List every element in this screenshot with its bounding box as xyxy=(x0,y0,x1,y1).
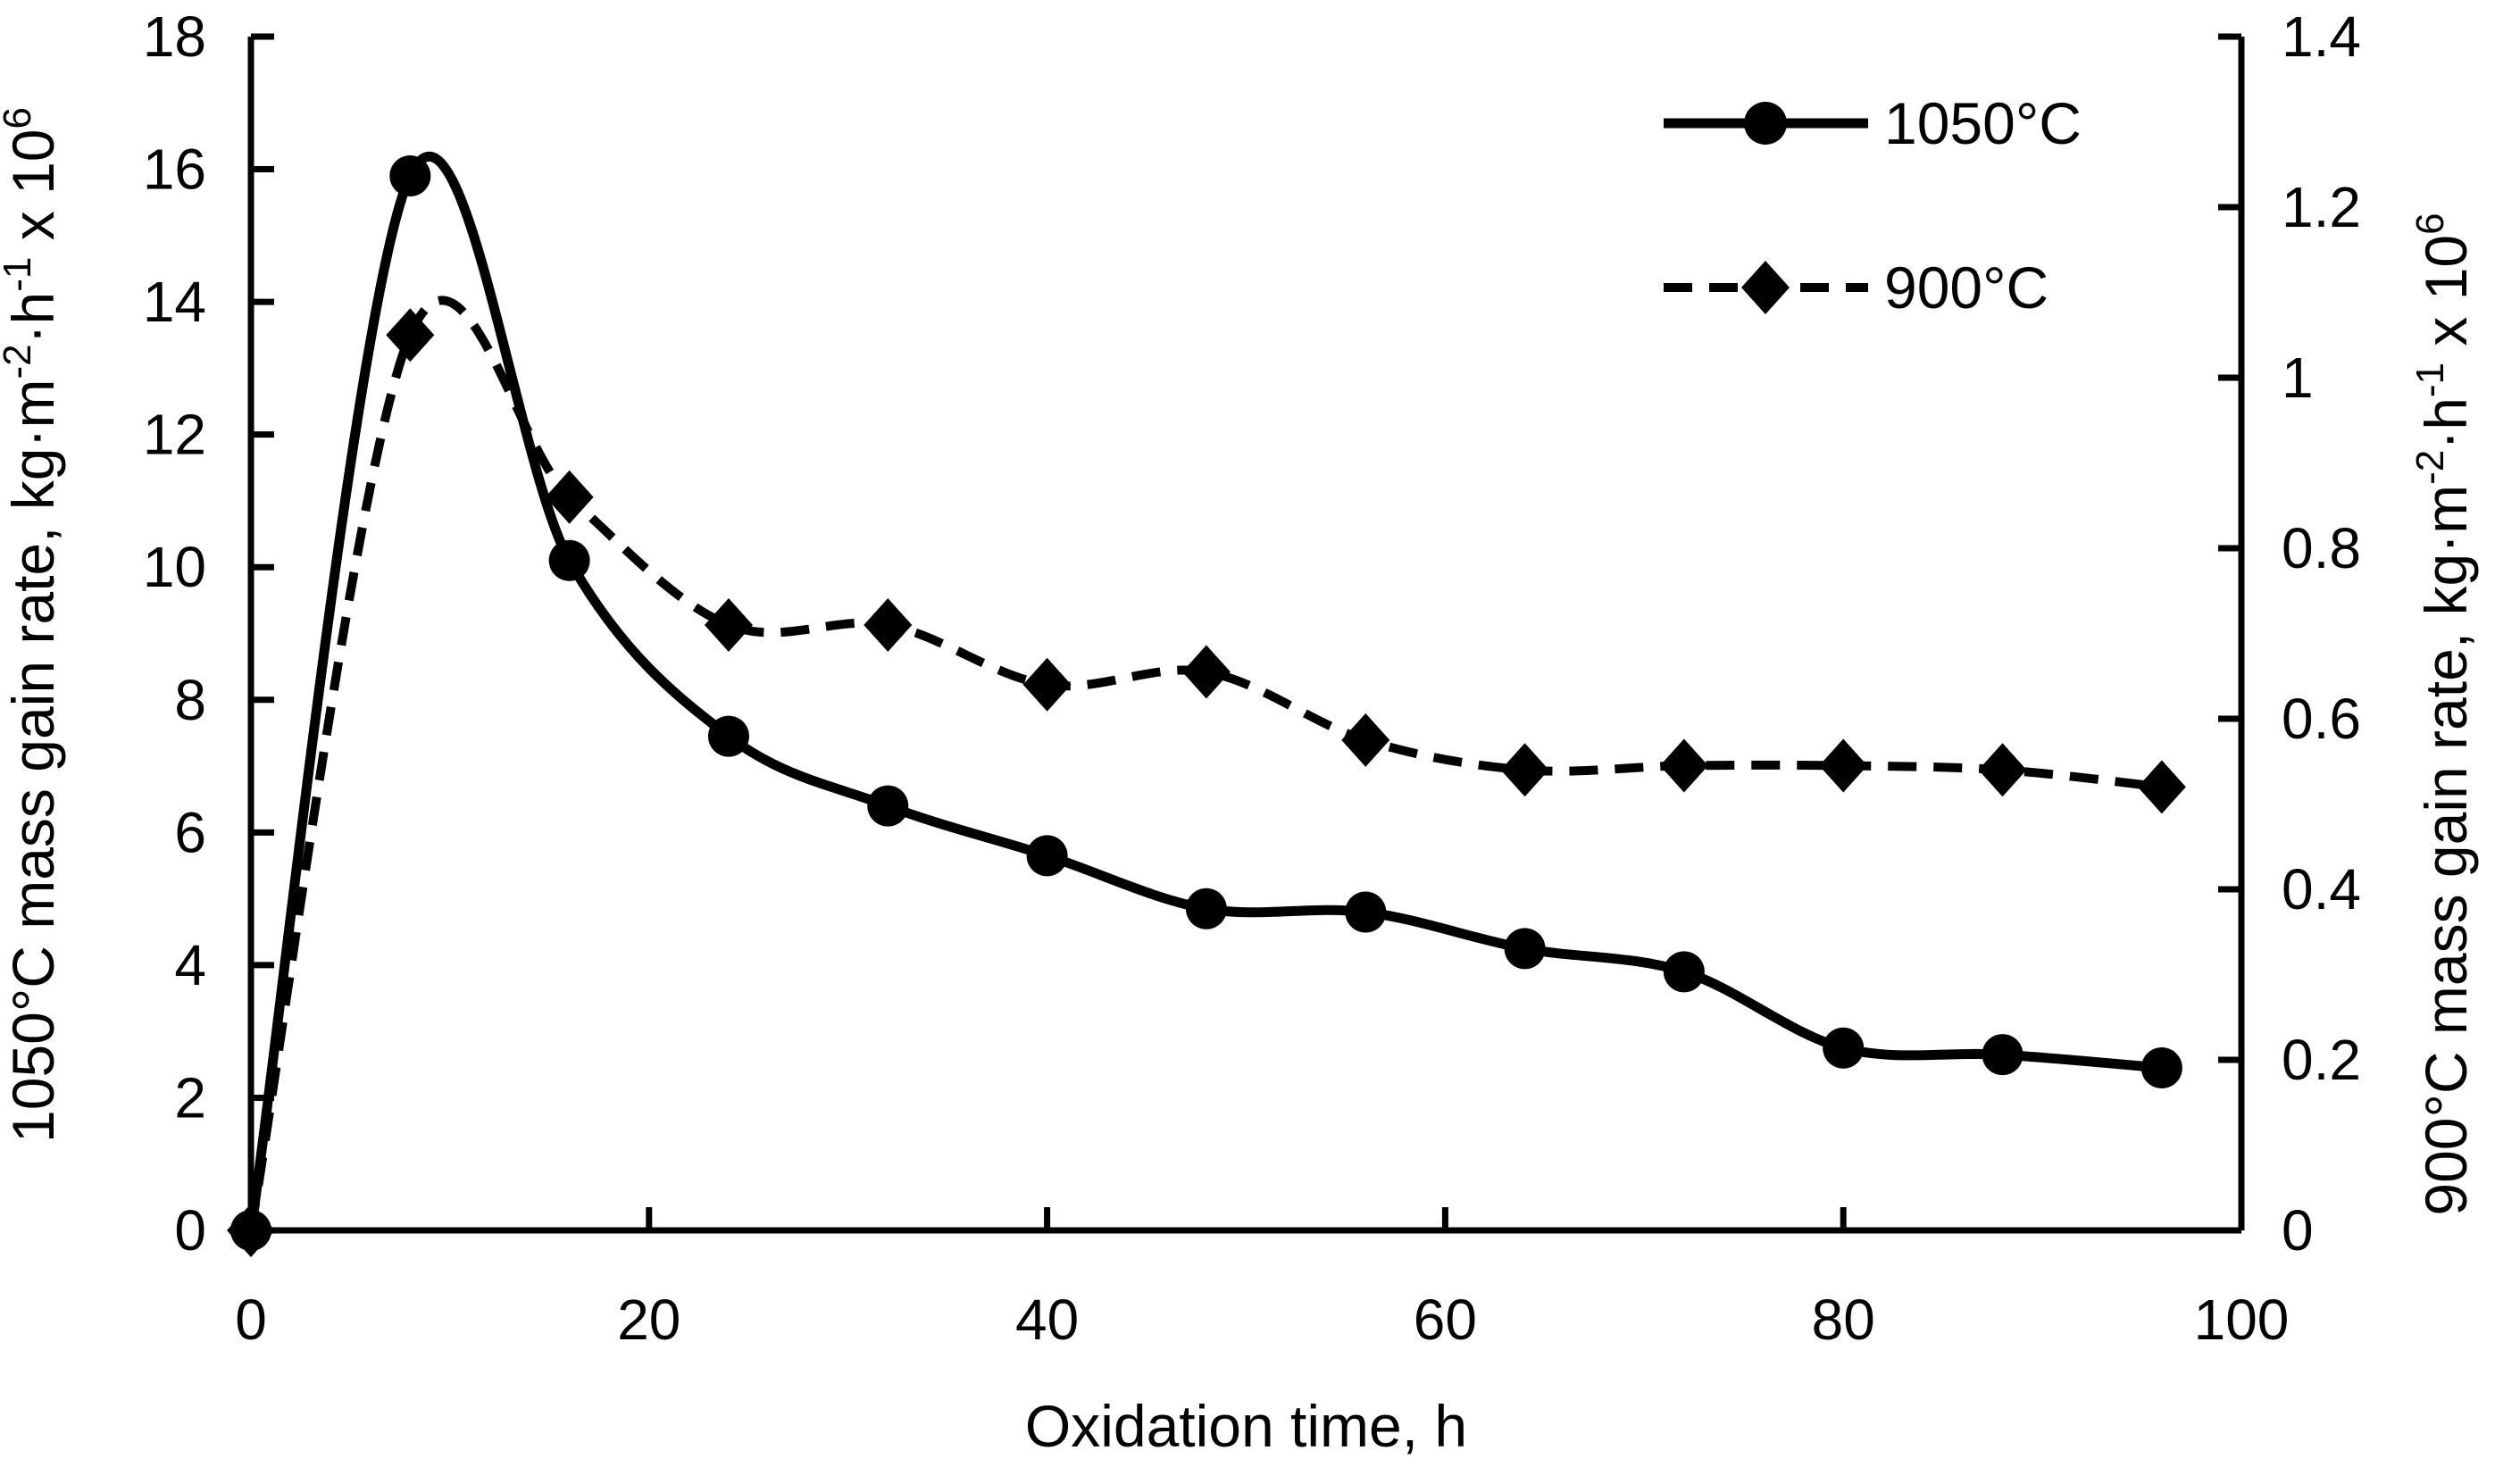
left-y-tick-label: 14 xyxy=(143,270,206,334)
left-y-tick-label: 16 xyxy=(143,138,206,202)
right-y-tick-label: 1.4 xyxy=(2282,4,2361,69)
legend-diamond-marker xyxy=(1741,261,1790,314)
data-point-circle xyxy=(707,715,749,757)
data-point-circle xyxy=(1026,835,1068,877)
data-point-circle xyxy=(1504,928,1546,970)
data-point-circle xyxy=(1823,1027,1865,1069)
left-y-tick-label: 18 xyxy=(143,4,206,69)
data-point-circle xyxy=(389,154,431,196)
data-point-diamond xyxy=(1978,743,2027,797)
data-point-circle xyxy=(1185,888,1227,929)
left-y-tick-label: 0 xyxy=(174,1198,206,1263)
right-y-tick-label: 1.2 xyxy=(2282,175,2361,239)
right-y-tick-label: 0.6 xyxy=(2282,687,2361,751)
data-point-diamond xyxy=(1659,738,1708,793)
data-point-circle xyxy=(1663,951,1705,993)
left-y-tick-label: 2 xyxy=(174,1065,206,1129)
x-axis-title: Oxidation time, h xyxy=(1025,1393,1467,1459)
data-point-circle xyxy=(867,785,909,827)
data-point-circle xyxy=(1345,891,1387,933)
left-y-tick-label: 10 xyxy=(143,535,206,599)
right-y-tick-label: 1 xyxy=(2282,346,2314,410)
legend-label: 1050°C xyxy=(1884,90,2082,156)
data-point-diamond xyxy=(864,597,913,652)
data-point-diamond xyxy=(1341,713,1390,767)
data-point-circle xyxy=(1982,1034,2024,1076)
left-y-axis-title: 1050°C mass gain rate, kg·m-2·h-1 x 106 xyxy=(0,107,66,1143)
series-line-900C xyxy=(246,296,2163,1231)
legend-label: 900°C xyxy=(1884,254,2049,321)
x-tick-label: 80 xyxy=(1812,1288,1875,1352)
right-y-axis-title: 900°C mass gain rate, kg·m-2·h-1 x 106 xyxy=(2408,213,2479,1215)
data-point-diamond xyxy=(1500,743,1549,797)
left-y-tick-label: 4 xyxy=(174,933,206,997)
data-point-circle xyxy=(2140,1047,2182,1089)
legend-item-900C: 900°C xyxy=(1664,254,2049,321)
data-point-diamond xyxy=(386,308,435,363)
right-y-tick-label: 0.2 xyxy=(2282,1028,2361,1092)
legend-item-1050C: 1050°C xyxy=(1664,90,2082,156)
data-point-diamond xyxy=(545,470,594,524)
data-point-diamond xyxy=(1181,645,1231,699)
left-y-tick-label: 8 xyxy=(174,668,206,732)
x-tick-label: 100 xyxy=(2194,1288,2290,1352)
x-tick-label: 20 xyxy=(617,1288,680,1352)
right-y-tick-label: 0.4 xyxy=(2282,857,2361,921)
data-point-circle xyxy=(230,1210,271,1251)
data-point-diamond xyxy=(704,597,753,652)
left-y-tick-label: 6 xyxy=(174,800,206,864)
x-tick-label: 0 xyxy=(235,1288,267,1352)
right-y-tick-label: 0.8 xyxy=(2282,516,2361,580)
x-tick-label: 60 xyxy=(1414,1288,1477,1352)
data-point-diamond xyxy=(2137,760,2186,814)
left-y-tick-label: 12 xyxy=(143,403,206,467)
data-point-circle xyxy=(548,539,590,581)
data-point-diamond xyxy=(1022,657,1072,712)
legend-circle-marker xyxy=(1744,102,1787,145)
data-point-diamond xyxy=(1819,738,1868,793)
right-y-tick-label: 0 xyxy=(2282,1198,2314,1263)
x-tick-label: 40 xyxy=(1015,1288,1079,1352)
